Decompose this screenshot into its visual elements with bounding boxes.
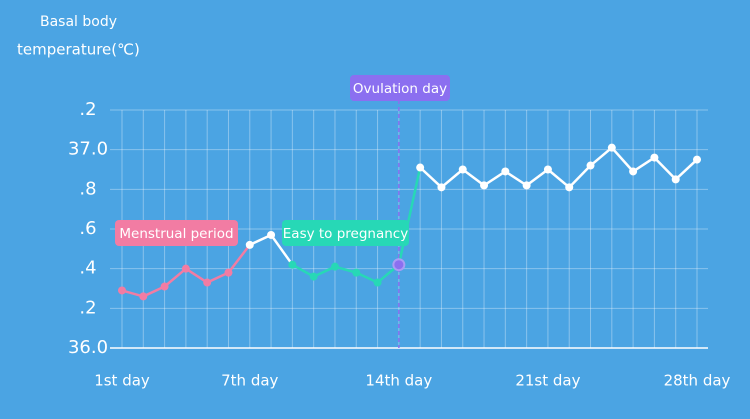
x-tick-label: 7th day (221, 372, 278, 390)
line-segment (185, 267, 208, 284)
y-tick-label: .2 (79, 297, 96, 318)
line-segment (270, 234, 294, 266)
line-segment (610, 146, 635, 173)
point (480, 181, 489, 190)
y-tick-label: .8 (79, 178, 96, 199)
point (650, 153, 659, 162)
annotation-box (115, 220, 238, 246)
point (139, 292, 148, 301)
line-segment (291, 263, 315, 278)
line-segment (163, 267, 187, 288)
y-tick-label: .2 (79, 99, 96, 120)
y-tick-label: .6 (79, 218, 96, 239)
point (565, 183, 574, 192)
point (501, 167, 510, 176)
point (416, 163, 425, 172)
point (693, 155, 701, 164)
line-segment (547, 168, 571, 189)
annotation-text: Ovulation day (353, 81, 447, 97)
y-tick-label: 37.0 (68, 139, 108, 160)
point (267, 230, 276, 239)
line-segment (525, 168, 549, 187)
annotation-text: Menstrual period (119, 226, 233, 242)
point (373, 278, 382, 287)
line-segment (397, 167, 422, 265)
point (629, 167, 638, 176)
y-tick-label: .4 (79, 258, 96, 279)
line-segment (568, 164, 592, 189)
point (203, 278, 212, 287)
x-tick-label: 28th day (664, 372, 731, 390)
ovulation-point (392, 258, 406, 272)
line-segment (589, 146, 613, 167)
point (586, 161, 595, 170)
point (671, 175, 680, 184)
point (181, 264, 190, 273)
line-segment (483, 170, 507, 187)
line-segment (227, 244, 251, 274)
point (352, 268, 361, 277)
x-tick-label: 21st day (515, 372, 580, 390)
point (288, 260, 297, 269)
point (224, 268, 233, 277)
line-segment (440, 168, 464, 189)
point (458, 165, 467, 174)
x-tick-label: 14th day (365, 372, 432, 390)
point (437, 183, 446, 192)
x-tick-label: 1st day (94, 372, 150, 390)
line-segment (653, 156, 677, 181)
annotation-box (282, 220, 409, 246)
point (309, 272, 318, 281)
line-segment (461, 168, 485, 187)
point (245, 240, 254, 249)
annotation-text: Easy to pregnancy (283, 226, 408, 242)
line-segment (504, 170, 528, 187)
point (607, 143, 616, 152)
line-segment (632, 156, 656, 173)
point (543, 165, 552, 174)
line-segment (419, 166, 443, 189)
line-segment (674, 158, 698, 181)
point (160, 282, 169, 291)
y-axis-title: Basal body (40, 14, 117, 30)
point (522, 181, 531, 190)
point (330, 262, 339, 271)
annotation-box (350, 75, 450, 101)
point (118, 286, 126, 295)
y-tick-label: 36.0 (68, 337, 108, 358)
y-axis-title: temperature(℃) (17, 41, 140, 59)
